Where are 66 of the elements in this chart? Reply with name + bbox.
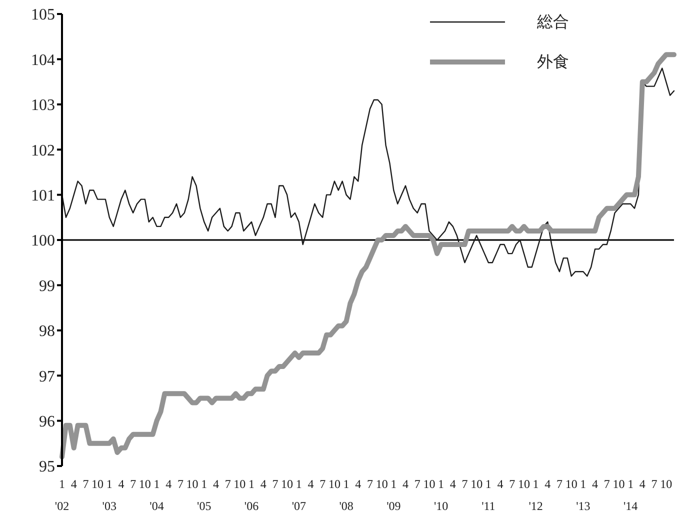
- x-tick-label: 10: [281, 477, 294, 491]
- x-tick-label: 4: [450, 477, 456, 491]
- x-tick-label: 10: [92, 477, 104, 491]
- y-tick-label: 104: [31, 52, 55, 69]
- x-tick-label: 7: [224, 477, 231, 491]
- x-tick-label: 10: [328, 477, 340, 491]
- x-tick-label: 4: [118, 477, 124, 491]
- x-tick-label: 7: [604, 477, 610, 491]
- legend-label: 総合: [537, 12, 569, 32]
- x-tick-label: 4: [544, 477, 551, 491]
- y-tick-label: 98: [39, 323, 55, 340]
- x-tick-label: 10: [470, 477, 483, 491]
- x-tick-label: 7: [82, 477, 89, 491]
- x-tick-label: 10: [186, 477, 198, 491]
- x-tick-label: 7: [462, 477, 468, 491]
- x-tick-label: 10: [423, 477, 436, 491]
- x-tick-label: 4: [355, 477, 362, 491]
- x-tick-label: 10: [376, 477, 388, 491]
- x-tick-label: 1 '10: [434, 477, 448, 513]
- y-tick-label: 101: [31, 187, 55, 204]
- x-tick-label: 7: [509, 477, 516, 491]
- x-tick-label: 10: [518, 477, 530, 491]
- x-tick-label: 4: [308, 477, 314, 491]
- x-tick-label: 7: [320, 477, 326, 491]
- x-tick-label: 4: [497, 477, 504, 491]
- legend-label: 外食: [537, 52, 569, 72]
- x-tick-label: 1 '08: [339, 477, 354, 513]
- x-tick-label: 1 '11: [482, 477, 496, 513]
- x-tick-label: 10: [565, 477, 578, 491]
- y-tick-label: 105: [31, 6, 55, 24]
- x-tick-label: 1 '03: [102, 477, 116, 513]
- x-tick-label: 10: [234, 477, 246, 491]
- x-tick-label: 1 '02: [54, 477, 70, 513]
- x-tick-label: 10: [138, 477, 151, 491]
- x-tick-label: 7: [414, 477, 420, 491]
- x-tick-label: 1 '13: [576, 477, 590, 513]
- x-tick-label: 4: [212, 477, 219, 491]
- x-tick-label: 7: [130, 477, 136, 491]
- x-tick-label: 4: [592, 477, 598, 491]
- x-tick-label: 1 '14: [623, 477, 638, 513]
- x-tick-label: 1 '06: [244, 477, 259, 513]
- y-tick-label: 95: [39, 458, 55, 476]
- y-tick-label: 97: [39, 368, 55, 386]
- x-tick-label: 4: [260, 477, 266, 491]
- y-tick-label: 96: [39, 413, 55, 430]
- line-series: [61, 68, 675, 277]
- y-tick-label: 99: [39, 278, 55, 295]
- y-tick-label: 100: [31, 232, 55, 250]
- x-tick-label: 4: [166, 477, 172, 491]
- x-tick-label: 1 '09: [386, 477, 401, 513]
- x-tick-label: 7: [272, 477, 278, 491]
- x-tick-label: 4: [70, 477, 77, 491]
- x-tick-label: 10: [612, 477, 625, 491]
- x-tick-label: 1 '04: [150, 477, 164, 513]
- x-tick-label: 4: [402, 477, 409, 491]
- x-tick-label: 7: [366, 477, 373, 491]
- y-tick-label: 102: [31, 142, 55, 160]
- x-tick-label: 1 '12: [528, 477, 543, 513]
- x-tick-label: 7: [556, 477, 562, 491]
- x-tick-label: 4: [639, 477, 646, 491]
- x-tick-label: 10: [660, 477, 672, 491]
- x-tick-label: 7: [651, 477, 658, 491]
- x-tick-label: 1 '05: [197, 477, 212, 513]
- x-tick-label: 7: [177, 477, 184, 491]
- y-tick-label: 103: [31, 97, 55, 114]
- x-tick-label: 1 '07: [292, 477, 306, 513]
